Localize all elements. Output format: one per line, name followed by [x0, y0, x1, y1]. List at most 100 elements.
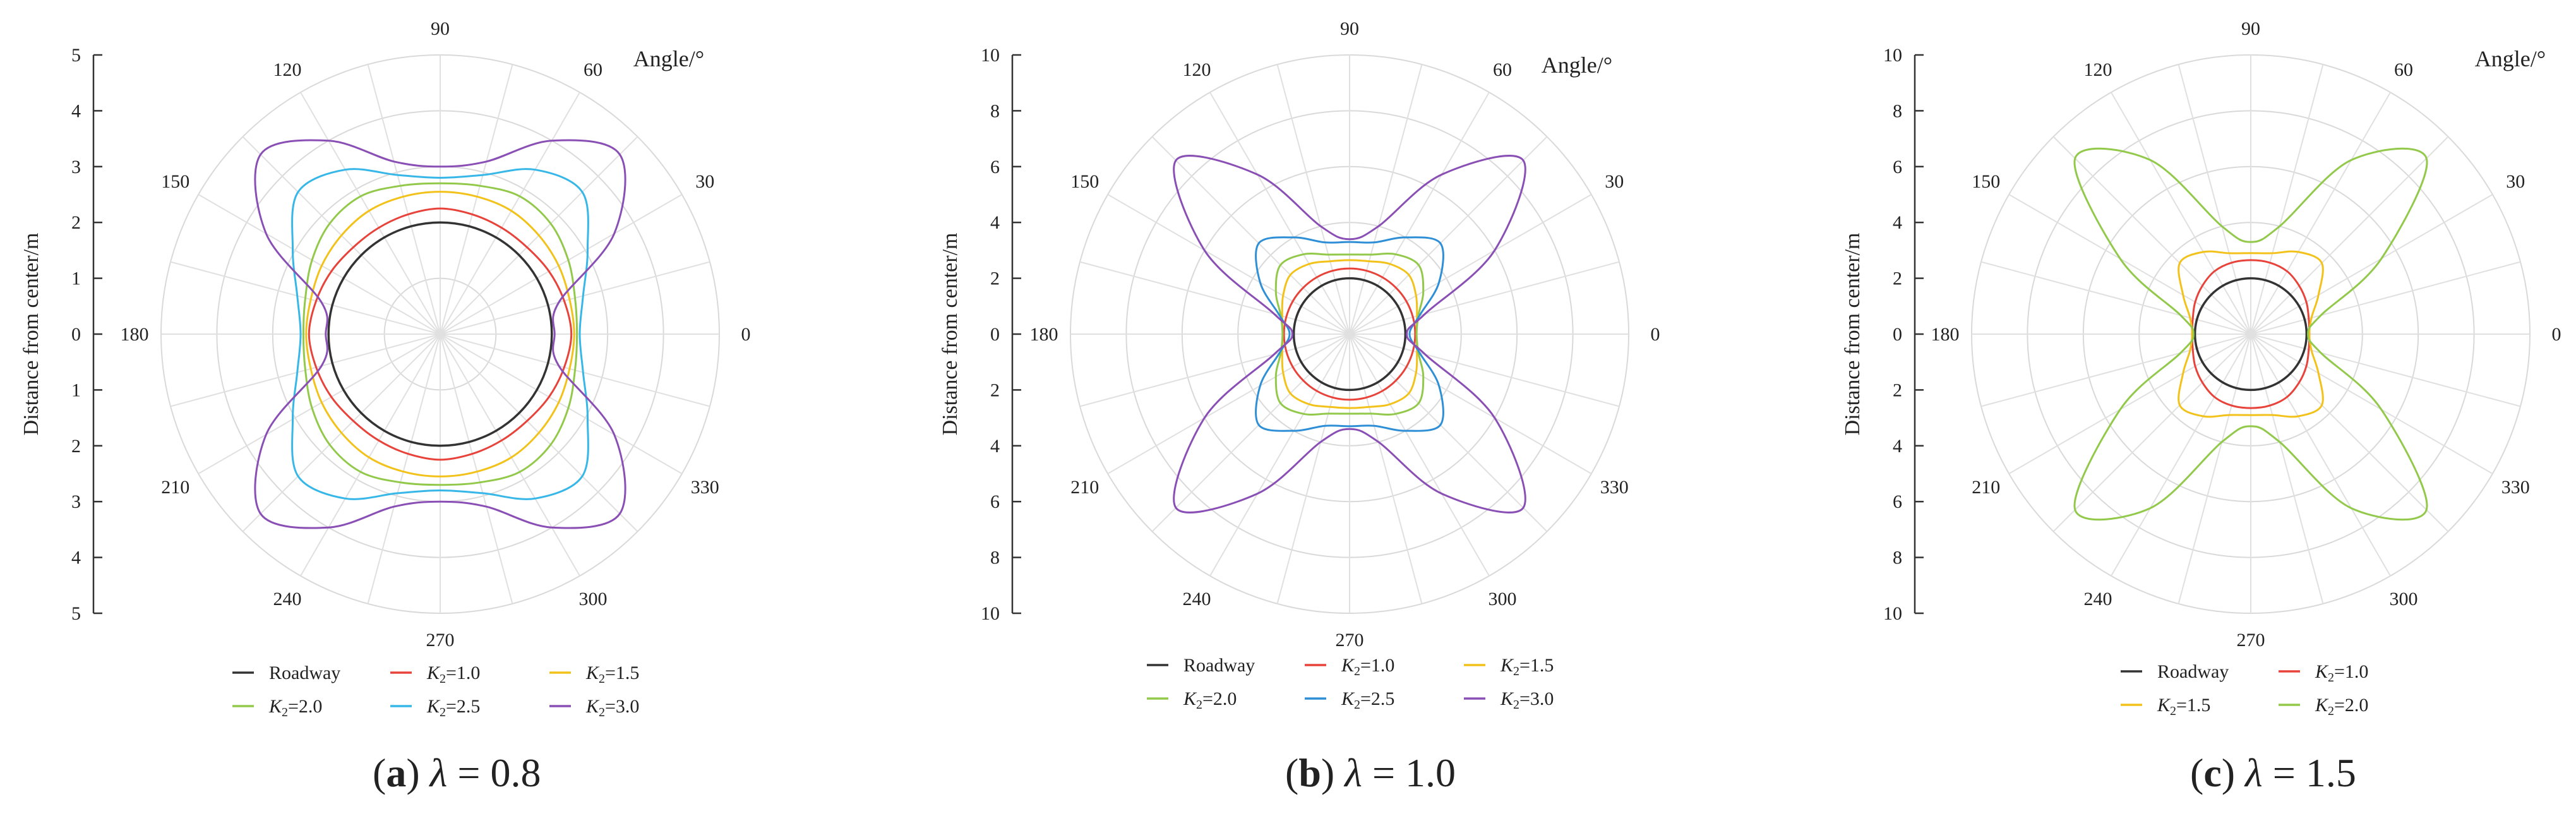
grid-spoke: [300, 333, 441, 577]
grid-spoke: [1349, 333, 1548, 532]
legend-label: K2=3.0: [1500, 688, 1554, 712]
legend-label: K2=2.0: [2315, 695, 2368, 718]
y-tick-label: 2: [990, 380, 1000, 400]
angle-tick-label: 270: [1336, 630, 1364, 651]
legend-label: K2=3.0: [585, 696, 639, 719]
series-line-k2-2-0: [2073, 147, 2428, 521]
grid-spoke: [2052, 136, 2251, 335]
angle-tick-label: 90: [2241, 18, 2260, 39]
angle-tick-label: 30: [695, 171, 714, 192]
grid-spoke: [2008, 194, 2251, 335]
y-axis-title: Distance from center/m: [938, 233, 962, 436]
series-line-roadway: [1292, 277, 1407, 392]
legend-label: K2=1.0: [2315, 661, 2368, 685]
y-tick-label: 2: [1893, 380, 1902, 400]
grid-spoke: [367, 64, 441, 335]
y-tick-label: 2: [990, 268, 1000, 289]
angle-tick-label: 60: [1493, 59, 1512, 80]
grid-spoke: [1349, 333, 1620, 407]
grid-spoke: [367, 333, 441, 604]
angle-tick-label: 240: [1183, 589, 1211, 609]
legend-label: K2=1.5: [2157, 695, 2210, 718]
grid-spoke: [1151, 136, 1350, 335]
grid-spoke: [1349, 261, 1620, 335]
legend-item: Roadway: [2121, 661, 2229, 682]
y-tick-label: 4: [1893, 436, 1902, 457]
series-group: [2073, 147, 2428, 521]
grid-spoke: [2111, 92, 2251, 335]
angle-tick-label: 300: [2390, 589, 2418, 609]
legend-item: K2=2.5: [390, 696, 480, 719]
grid-spoke: [2052, 333, 2251, 532]
y-tick-label: 5: [71, 45, 81, 66]
y-tick-label: 6: [990, 157, 1000, 177]
angle-tick-label: 0: [741, 324, 751, 345]
grid-spoke: [440, 92, 580, 335]
grid-spoke: [440, 64, 513, 335]
y-tick-label: 10: [1883, 45, 1902, 66]
angle-ticks: 0 30 60 90 120 150 180 210 240 270 300 330: [1931, 18, 2561, 651]
angle-tick-label: 180: [121, 324, 149, 345]
y-axis-title: Distance from center/m: [1841, 233, 1864, 436]
grid-spoke: [440, 333, 580, 577]
grid-spoke: [1349, 194, 1592, 335]
series-group: [1173, 155, 1526, 513]
series-line-roadway: [327, 221, 553, 447]
y-tick-label: 2: [71, 436, 81, 457]
legend-item: K2=2.0: [2279, 695, 2368, 718]
grid-spoke: [300, 92, 441, 335]
grid-spoke: [1107, 333, 1350, 474]
grid: [1971, 54, 2531, 614]
grid-spoke: [1980, 333, 2251, 407]
grid-spoke: [2250, 333, 2391, 577]
legend-item: K2=2.5: [1305, 688, 1394, 712]
grid-spoke: [2250, 136, 2449, 335]
y-tick-label: 2: [1893, 268, 1902, 289]
legend-item: K2=1.5: [1464, 655, 1554, 678]
legend: Roadway K2=1.0 K2=1.5 K2=2.0 K2=2.5 K2=3.0: [1147, 655, 1554, 712]
angle-tick-label: 150: [1972, 171, 2000, 192]
angle-tick-label: 180: [1931, 324, 1960, 345]
legend-item: K2=1.5: [2121, 695, 2210, 718]
y-tick-label: 8: [1893, 548, 1902, 568]
series-line-k2-2-5: [291, 168, 589, 500]
legend-item: K2=1.5: [549, 663, 639, 686]
series-line-k2-1-0: [308, 207, 573, 461]
angle-tick-label: 60: [584, 59, 602, 80]
grid-spoke: [198, 333, 441, 474]
panel-caption: (c) λ = 1.5: [2190, 750, 2356, 795]
series-line-k2-1-0: [1283, 267, 1417, 401]
y-tick-label: 4: [1893, 212, 1902, 233]
angle-tick-label: 210: [161, 477, 189, 498]
grid-spoke: [1079, 333, 1350, 407]
legend-item: K2=3.0: [1464, 688, 1554, 712]
angle-tick-label: 270: [426, 630, 455, 651]
y-tick-label: 8: [990, 100, 1000, 121]
legend-item: K2=3.0: [549, 696, 639, 719]
polar-chart-panel-1: 0306090120150180210240270300330543210123…: [20, 18, 751, 795]
grid: [160, 54, 720, 614]
grid-spoke: [2250, 261, 2521, 335]
angle-tick-label: 300: [1489, 589, 1517, 609]
angle-tick-label: 210: [1070, 477, 1099, 498]
series-line-k2-2-5: [1255, 236, 1444, 432]
y-tick-label: 5: [71, 603, 81, 624]
legend-item: K2=1.0: [390, 663, 480, 686]
grid-spoke: [2250, 92, 2391, 335]
series-line-k2-2-0: [1274, 253, 1425, 416]
grid-spoke: [1349, 333, 1423, 604]
angle-ticks: 0 30 60 90 120 150 180 210 240 270 300 330: [1030, 18, 1660, 651]
angle-tick-label: 330: [2501, 477, 2530, 498]
legend-item: Roadway: [1147, 655, 1255, 676]
legend: Roadway K2=1.0 K2=1.5 K2=2.0: [2121, 661, 2368, 718]
y-tick-label: 10: [981, 45, 1000, 66]
angle-tick-label: 30: [1605, 171, 1624, 192]
grid-spoke: [440, 333, 683, 474]
legend-item: K2=2.0: [1147, 688, 1237, 712]
angle-tick-label: 120: [1183, 59, 1211, 80]
grid-spoke: [1276, 64, 1350, 335]
legend-item: Roadway: [232, 663, 340, 683]
angle-tick-label: 180: [1030, 324, 1058, 345]
